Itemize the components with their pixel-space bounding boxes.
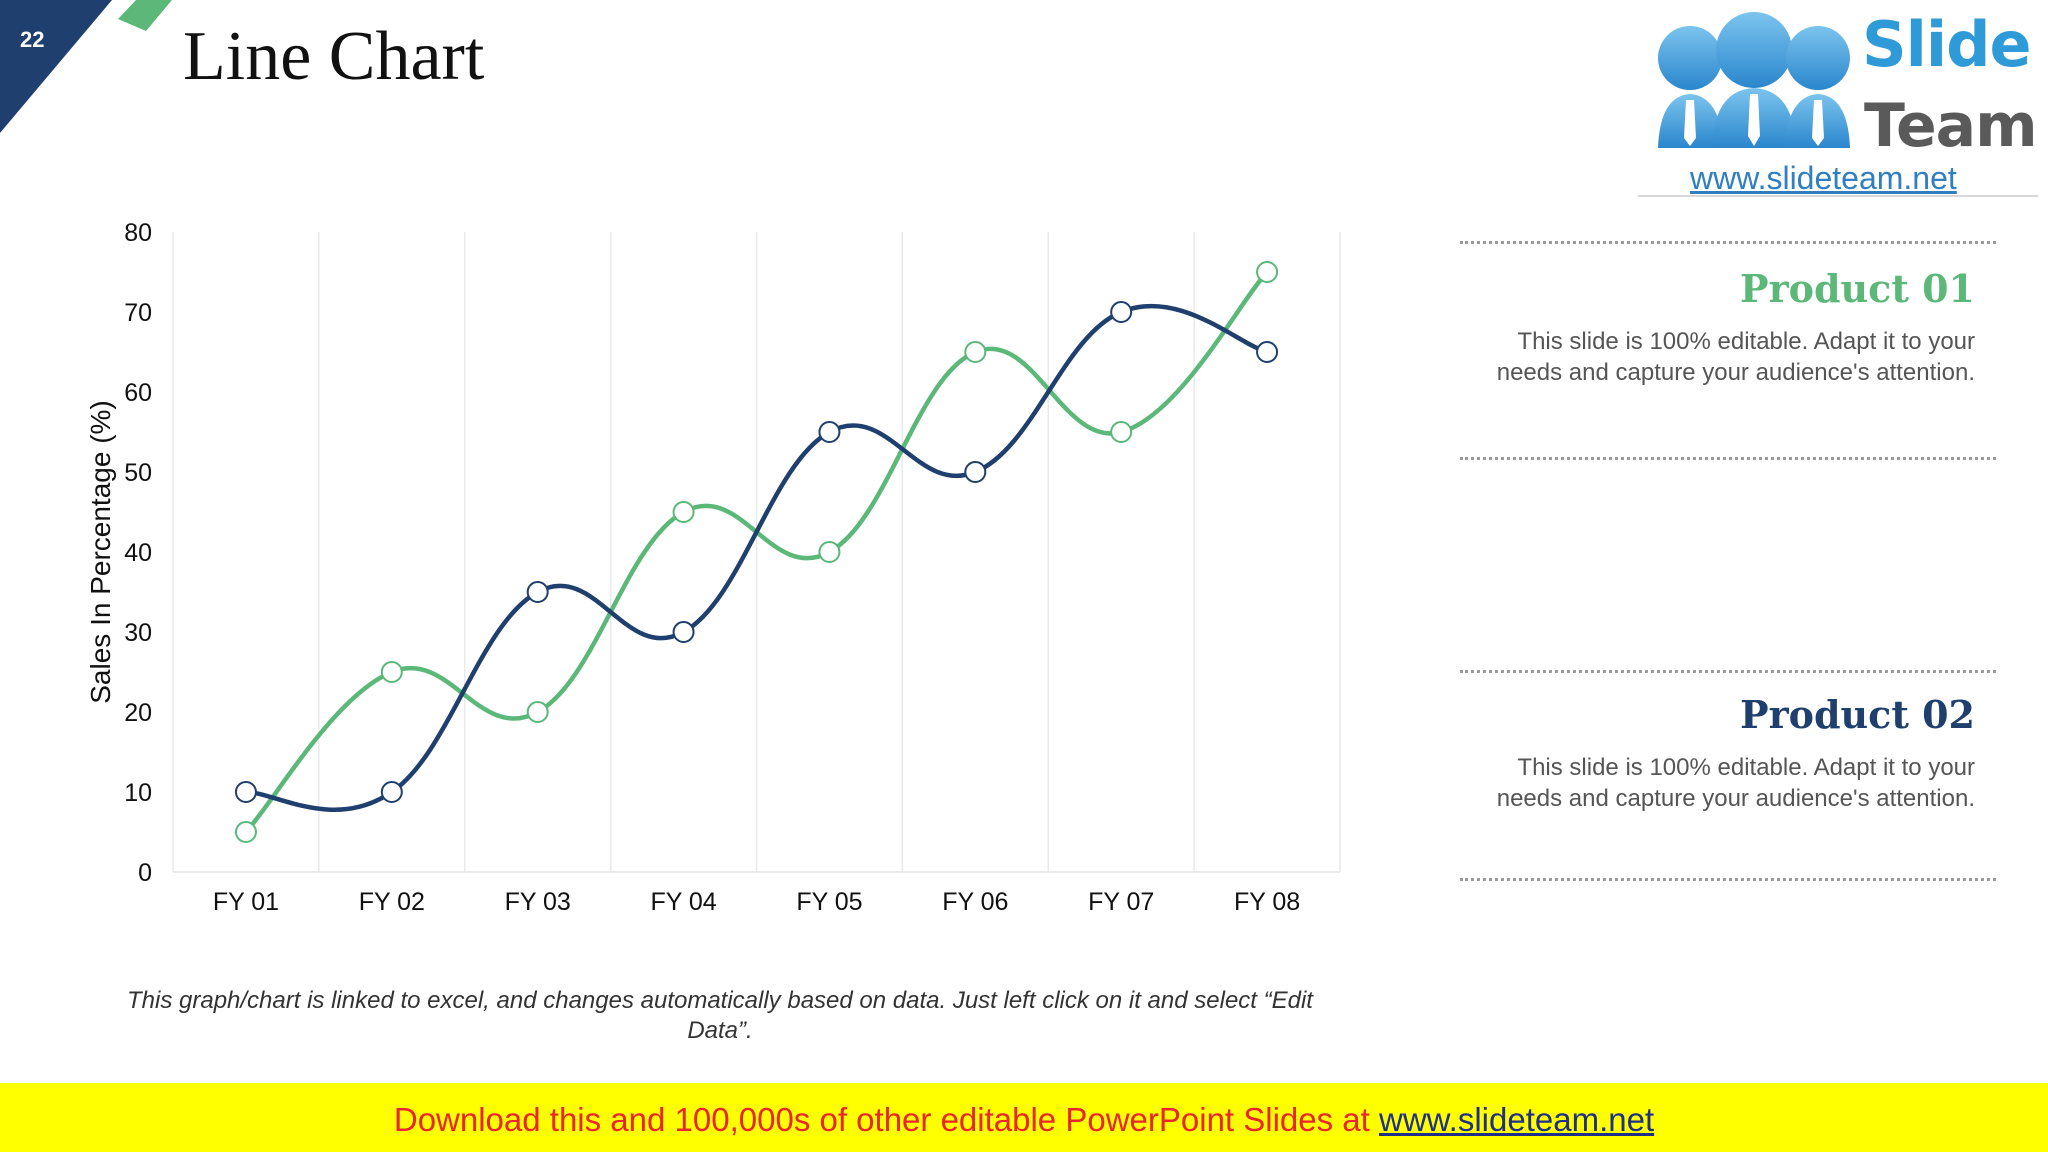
- legend-divider-top: [1460, 241, 1996, 244]
- logo-divider: [1638, 195, 2038, 197]
- legend-desc-product-01: This slide is 100% editable. Adapt it to…: [1496, 327, 1975, 386]
- y-tick-label: 0: [138, 859, 152, 887]
- data-point-product-01: [1110, 421, 1133, 443]
- x-tick-label: FY 04: [650, 888, 716, 916]
- legend-title-product-01: Product 01: [1740, 266, 1975, 311]
- data-point-product-02: [672, 621, 695, 643]
- y-tick-label: 30: [124, 619, 152, 647]
- series-line-product-02: [243, 303, 1270, 812]
- data-point-product-02: [818, 421, 841, 443]
- y-tick-label: 40: [124, 539, 152, 567]
- y-tick-label: 80: [124, 219, 152, 247]
- y-axis-title: Sales In Percentage (%): [85, 400, 116, 704]
- data-point-product-01: [818, 541, 841, 563]
- logo-url-link[interactable]: www.slideteam.net: [1690, 160, 1957, 196]
- x-tick-label: FY 06: [942, 888, 1008, 916]
- legend-product-01: Product 01 This slide is 100% editable. …: [1470, 268, 1975, 388]
- legend-divider-bottom: [1460, 878, 1996, 881]
- legend-title-product-02: Product 02: [1740, 692, 1975, 737]
- series-layer: [234, 261, 1279, 843]
- logo-word-team: Team: [1864, 91, 2038, 161]
- people-icon: [1658, 12, 1850, 148]
- x-tick-label: FY 01: [213, 888, 279, 916]
- legend-divider-mid1: [1460, 457, 1996, 460]
- banner-message: Download this and 100,000s of other edit…: [393, 1101, 1379, 1138]
- data-point-product-01: [526, 701, 549, 723]
- y-tick-labels: 0 10 20 30 40 50 60 70 80: [124, 219, 152, 887]
- y-tick-label: 10: [124, 779, 152, 807]
- data-point-product-02: [1256, 341, 1279, 363]
- data-point-product-02: [526, 581, 549, 603]
- download-banner: Download this and 100,000s of other edit…: [0, 1083, 2048, 1152]
- corner-green-stripe: [118, 0, 172, 31]
- slide-title: Line Chart: [183, 18, 485, 95]
- data-point-product-01: [1256, 261, 1279, 283]
- logo-word-slide: Slide: [1862, 8, 2032, 81]
- data-point-product-02: [234, 781, 257, 803]
- x-tick-label: FY 02: [359, 888, 425, 916]
- legend-product-02: Product 02 This slide is 100% editable. …: [1470, 694, 1975, 814]
- line-chart[interactable]: Sales In Percentage (%) 0 10 20 30 40 50 60 70 8…: [0, 0, 1400, 1000]
- data-point-product-01: [234, 821, 257, 843]
- corner-navy-triangle: [0, 0, 112, 133]
- data-point-product-02: [380, 781, 403, 803]
- y-tick-label: 70: [124, 299, 152, 327]
- slide-number: 22: [20, 27, 45, 52]
- banner-link[interactable]: www.slideteam.net: [1379, 1101, 1655, 1138]
- y-tick-label: 50: [124, 459, 152, 487]
- x-tick-label: FY 03: [505, 888, 571, 916]
- data-point-product-01: [672, 501, 695, 523]
- legend-divider-mid2: [1460, 670, 1996, 673]
- x-tick-label: FY 07: [1088, 888, 1154, 916]
- data-point-product-02: [1110, 301, 1133, 323]
- data-point-product-02: [964, 461, 987, 483]
- y-tick-label: 20: [124, 699, 152, 727]
- legend-desc-product-02: This slide is 100% editable. Adapt it to…: [1496, 753, 1975, 812]
- data-point-product-01: [380, 661, 403, 683]
- y-tick-label: 60: [124, 379, 152, 407]
- banner-text: Download this and 100,000s of other edit…: [0, 1101, 2048, 1139]
- grid-layer: [172, 232, 1341, 873]
- data-point-product-01: [964, 341, 987, 363]
- x-tick-labels: FY 01 FY 02 FY 03 FY 04 FY 05 FY 06 FY 07 FY 08: [213, 888, 1300, 916]
- chart-note: This graph/chart is linked to excel, and…: [127, 987, 1313, 1044]
- x-tick-label: FY 08: [1234, 888, 1300, 916]
- corner-decoration: [0, 0, 172, 133]
- x-tick-label: FY 05: [796, 888, 862, 916]
- slideteam-logo: Slide Team www.slideteam.net: [1638, 0, 2038, 200]
